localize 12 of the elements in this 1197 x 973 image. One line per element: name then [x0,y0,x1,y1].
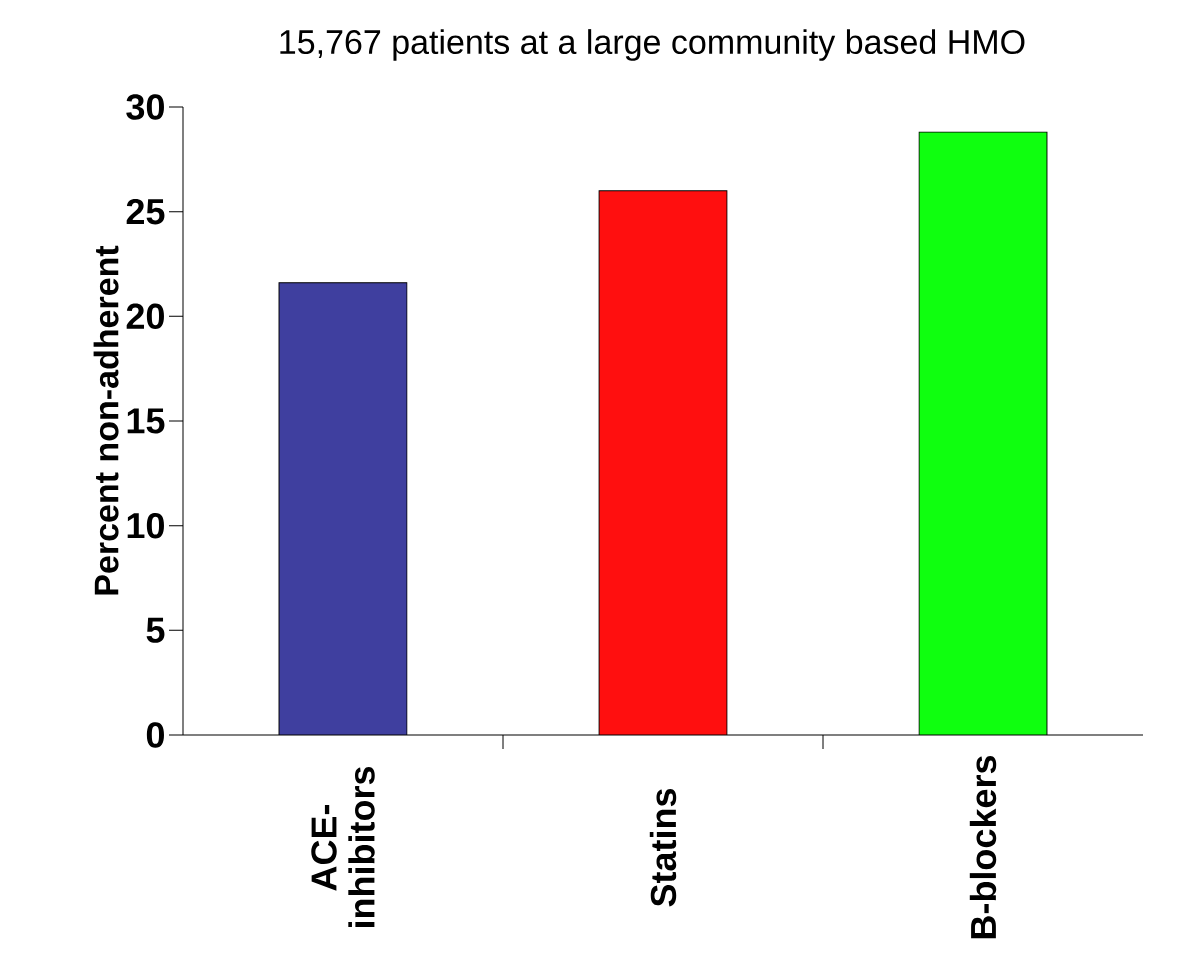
x-tick-label: B-blockers [969,755,997,939]
y-tick-label: 25 [126,198,165,225]
y-tick-label: 15 [127,408,165,434]
y-tick-label: 20 [126,303,164,330]
y-tick-label: 10 [127,512,164,539]
y-tick-label: 0 [146,722,164,748]
x-tick-label: Statins [649,788,677,907]
y-tick-label: 30 [126,94,164,120]
y-tick-label: 5 [146,617,165,643]
y-axis-title: Percent non-adherent [93,245,119,595]
x-tick-label: ACE-inhibitors [311,766,375,928]
chart-title: 15,767 patients at a large community based HMO [280,29,1025,61]
